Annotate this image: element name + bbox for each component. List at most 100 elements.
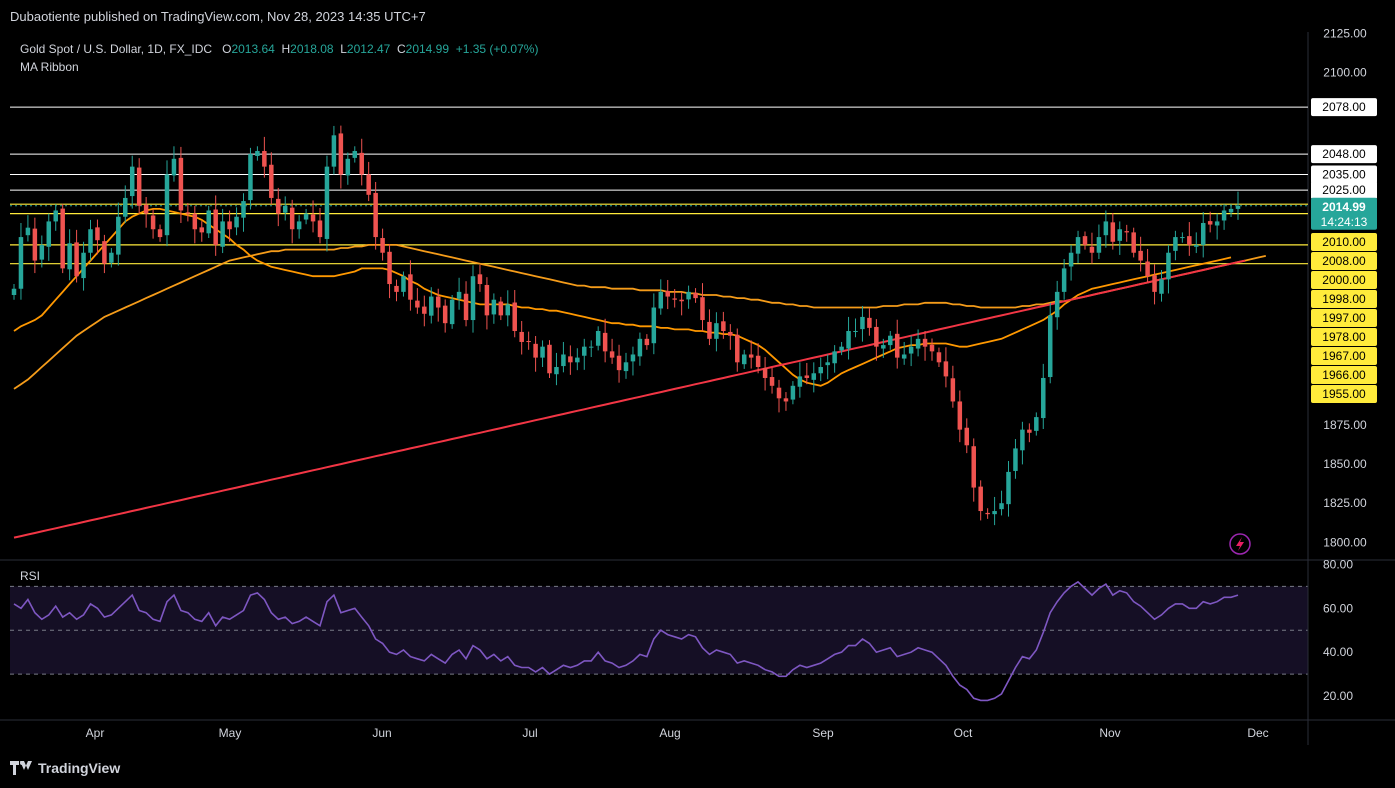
candle-down: [269, 164, 274, 198]
close-label: C: [396, 42, 406, 56]
candle-down: [387, 251, 392, 285]
candle-up: [1068, 252, 1074, 267]
lightning-icon-bolt: [1236, 537, 1244, 551]
candle-down: [317, 220, 323, 238]
candle-down: [408, 274, 413, 300]
candle-up: [1013, 448, 1018, 471]
candle-down: [185, 212, 191, 214]
candle-down: [512, 302, 517, 332]
level-tag-yellow: 1967.00: [1322, 349, 1366, 363]
candle-up: [171, 158, 177, 176]
candle-up: [282, 205, 288, 213]
candle-up: [901, 354, 907, 359]
candle-up: [686, 291, 691, 300]
level-tag-yellow: 1966.00: [1322, 368, 1366, 382]
candle-up: [554, 367, 559, 375]
y-tick-label: 1875.00: [1323, 418, 1367, 432]
ma-slow-line: [13, 259, 1246, 539]
candle-down: [157, 229, 163, 238]
candle-down: [943, 361, 949, 377]
candle-up: [1020, 429, 1025, 451]
candle-down: [547, 344, 552, 374]
candle-down: [1027, 429, 1032, 433]
candle-up: [999, 503, 1004, 510]
candle-down: [922, 338, 928, 347]
candle-up: [825, 362, 830, 366]
y-tick-label: 1825.00: [1323, 496, 1367, 510]
candle-up: [1173, 237, 1178, 251]
high-label: H: [281, 42, 291, 56]
candle-up: [561, 354, 566, 367]
candle-down: [102, 241, 107, 264]
candle-up: [992, 511, 997, 515]
open-label: O: [222, 42, 232, 56]
candle-down: [192, 213, 198, 230]
candle-up: [1096, 237, 1102, 253]
candle-down: [60, 208, 65, 269]
current-price-value: 2014.99: [1322, 200, 1366, 214]
footer-brand[interactable]: TradingView: [10, 760, 120, 776]
level-tag-yellow-bg: [1311, 347, 1377, 365]
candle-up: [255, 150, 260, 156]
candles: [11, 125, 1241, 526]
symbol-title: Gold Spot / U.S. Dollar, 1D, FX_IDC: [20, 42, 213, 56]
chart-legend: Gold Spot / U.S. Dollar, 1D, FX_IDC O 201…: [20, 40, 538, 76]
close-value: 2014.99: [405, 42, 450, 56]
candle-down: [957, 401, 963, 430]
candle-down: [136, 167, 142, 206]
level-tag-yellow: 1978.00: [1322, 330, 1366, 344]
candle-down: [380, 238, 385, 253]
x-tick-label: May: [219, 726, 242, 740]
y-tick-label: 2100.00: [1323, 66, 1367, 80]
rsi-tick-label: 40.00: [1323, 645, 1353, 659]
x-tick-label: Oct: [954, 726, 973, 740]
level-tag-yellow: 2010.00: [1322, 235, 1366, 249]
countdown-timer: 14:24:13: [1321, 215, 1368, 229]
rsi-tick-label: 60.00: [1323, 601, 1353, 615]
candle-down: [32, 228, 38, 261]
candle-down: [964, 427, 970, 446]
candle-up: [908, 346, 914, 354]
candle-up: [714, 323, 719, 339]
candle-down: [602, 332, 608, 352]
x-tick-label: Aug: [659, 726, 680, 740]
candle-down: [213, 209, 218, 245]
x-tick-label: Apr: [86, 726, 105, 740]
candle-down: [762, 367, 768, 378]
candle-down: [463, 293, 469, 321]
x-tick-label: Dec: [1247, 726, 1268, 740]
candle-down: [1152, 275, 1157, 292]
candle-down: [373, 192, 378, 238]
candle-down: [1207, 221, 1213, 225]
candle-down: [150, 215, 156, 230]
candle-down: [936, 352, 942, 363]
candle-up: [1235, 205, 1241, 209]
level-tag-yellow-bg: [1311, 252, 1377, 270]
level-tag-yellow: 2008.00: [1322, 254, 1366, 268]
candle-up: [818, 367, 823, 374]
level-tag-yellow-bg: [1311, 385, 1377, 403]
candle-up: [595, 331, 601, 346]
candle-up: [651, 307, 657, 344]
level-tag-yellow-bg: [1311, 366, 1377, 384]
candle-up: [1228, 208, 1234, 213]
candle-down: [1131, 232, 1136, 253]
rsi-label: RSI: [20, 569, 41, 583]
lightning-icon-ring: [1229, 533, 1251, 555]
candle-up: [331, 135, 337, 167]
candle-up: [846, 331, 851, 349]
candle-up: [582, 346, 587, 356]
candle-up: [46, 221, 52, 247]
candle-down: [894, 333, 900, 358]
candle-down: [644, 338, 650, 346]
current-price-tag-bg: [1311, 197, 1377, 230]
y-tick-label: 1850.00: [1323, 457, 1367, 471]
level-tag-white-bg: [1311, 98, 1377, 117]
candle-up: [81, 252, 86, 279]
y-tick-label: 1800.00: [1323, 535, 1367, 549]
candle-up: [401, 276, 406, 292]
level-tag-white-bg: [1311, 181, 1377, 200]
candle-down: [735, 334, 740, 363]
level-tag-yellow: 1998.00: [1322, 292, 1366, 306]
